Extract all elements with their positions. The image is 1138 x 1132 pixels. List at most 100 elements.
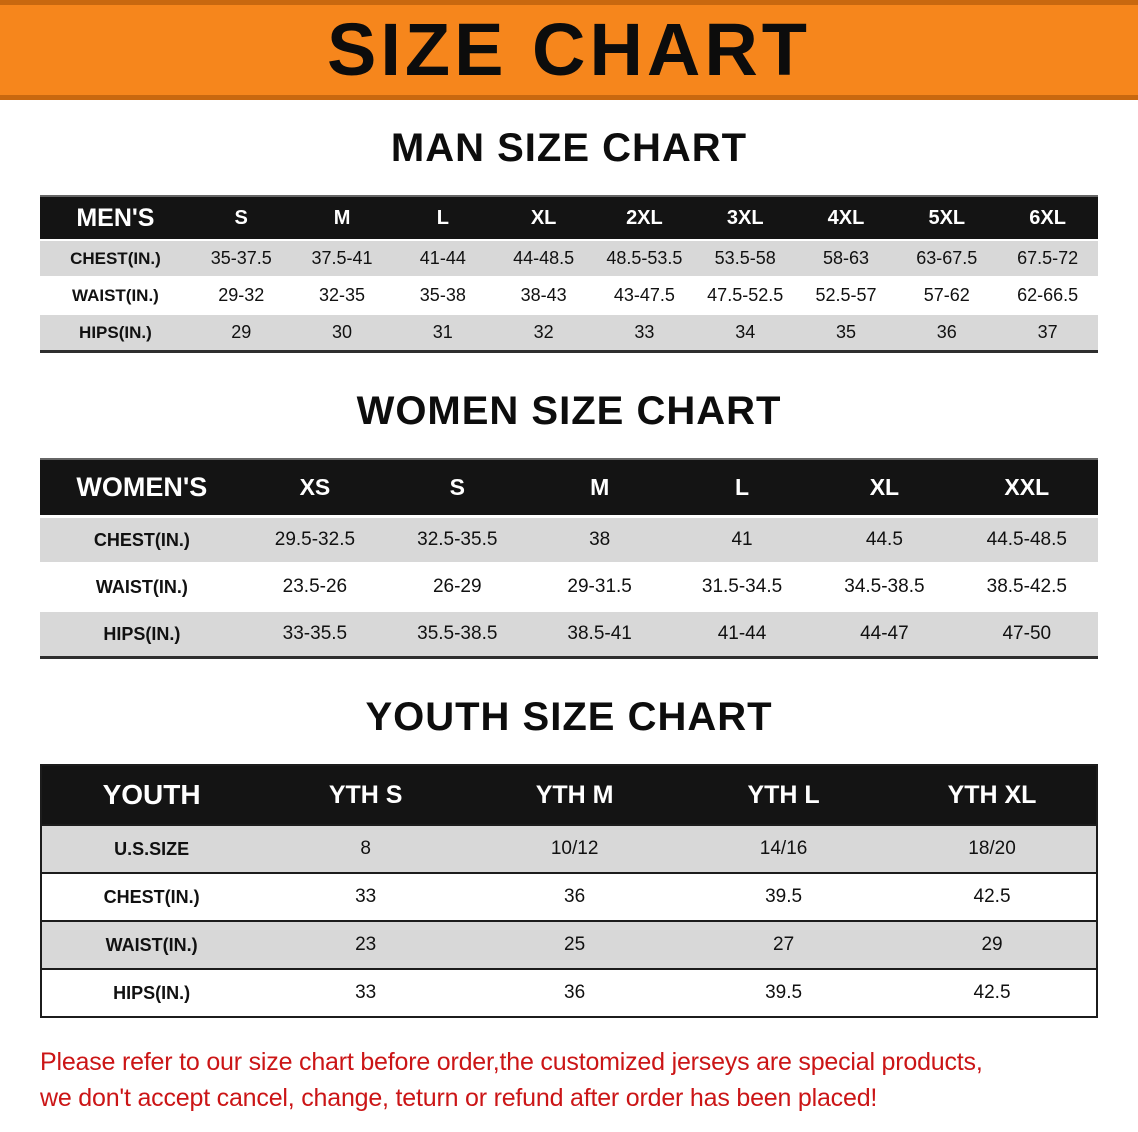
men-size-column-header: XL xyxy=(493,196,595,240)
women-section-heading: WOMEN SIZE CHART xyxy=(356,389,782,433)
size-value-cell: 25 xyxy=(564,934,586,955)
size-value-cell: 37 xyxy=(1037,322,1058,342)
youth-table-row: HIPS(IN.) 33 36 39.5 42.5 xyxy=(41,969,1097,1017)
youth-size-column-header: YTH M xyxy=(470,765,680,825)
size-value-cell: 35 xyxy=(835,322,857,342)
women-size-chart-section: WOMEN SIZE CHART WOMEN'S XS S M L XL XXL CHEST(I… xyxy=(0,389,1138,659)
men-size-column-header: L xyxy=(392,196,494,240)
size-value-cell: 44-48.5 xyxy=(513,248,575,268)
size-value-cell: 8 xyxy=(360,838,371,859)
men-size-column-header: 6XL xyxy=(997,196,1098,240)
notice-line-2: we don't accept cancel, change, teturn o… xyxy=(40,1084,878,1113)
size-value-cell: 48.5-53.5 xyxy=(606,248,683,268)
youth-size-table: YOUTH YTH S YTH M YTH L YTH XL U.S.SIZE 8 10/12… xyxy=(40,764,1098,1018)
women-table-row: HIPS(IN.) 33-35.5 35.5-38.5 38.5-41 41-44 44-… xyxy=(40,610,1098,658)
men-table-title-cell: MEN'S xyxy=(40,196,191,240)
men-size-column-header: 2XL xyxy=(594,196,695,240)
page-title: SIZE CHART xyxy=(327,8,811,91)
size-value-cell: 38.5-42.5 xyxy=(986,576,1067,597)
men-size-chart-section: MAN SIZE CHART MEN'S S M L XL 2XL 3XL 4XL 5XL 6XL C… xyxy=(0,126,1138,353)
size-value-cell: 63-67.5 xyxy=(916,248,978,268)
size-value-cell: 47.5-52.5 xyxy=(707,285,784,305)
size-value-cell: 23.5-26 xyxy=(282,576,348,597)
size-value-cell: 41-44 xyxy=(419,248,466,268)
size-value-cell: 29-31.5 xyxy=(567,576,632,597)
notice-line-1: Please refer to our size chart before or… xyxy=(40,1048,983,1076)
youth-section-heading: YOUTH SIZE CHART xyxy=(365,695,773,739)
size-value-cell: 42.5 xyxy=(973,886,1011,907)
order-notice: Please refer to our size chart before or… xyxy=(40,1044,1138,1117)
size-value-cell: 32 xyxy=(533,322,554,342)
men-table-row: HIPS(IN.) 29 30 31 32 33 34 35 36 37 xyxy=(40,314,1098,352)
size-value-cell: 36 xyxy=(564,886,586,907)
row-label-cell: CHEST(IN.) xyxy=(93,529,190,550)
men-size-column-header: S xyxy=(190,196,292,240)
size-value-cell: 57-62 xyxy=(923,285,970,305)
size-value-cell: 33 xyxy=(355,886,377,907)
size-value-cell: 47-50 xyxy=(1002,623,1052,644)
men-table-row: CHEST(IN.) 35-37.5 37.5-41 41-44 44-48.5 48.5… xyxy=(40,240,1098,277)
youth-table-row: WAIST(IN.) 23 25 27 29 xyxy=(41,921,1097,969)
women-size-column-header: S xyxy=(386,459,529,517)
size-value-cell: 29-32 xyxy=(218,285,265,305)
size-value-cell: 35.5-38.5 xyxy=(417,623,498,644)
women-size-column-header: XXL xyxy=(955,459,1098,517)
size-value-cell: 29 xyxy=(981,934,1003,955)
size-value-cell: 39.5 xyxy=(765,886,803,907)
row-label-cell: HIPS(IN.) xyxy=(113,982,191,1003)
size-value-cell: 33 xyxy=(634,322,655,342)
youth-table-row: CHEST(IN.) 33 36 39.5 42.5 xyxy=(41,873,1097,921)
size-value-cell: 34.5-38.5 xyxy=(844,576,925,597)
size-value-cell: 36 xyxy=(564,982,586,1003)
size-value-cell: 37.5-41 xyxy=(311,248,373,268)
youth-size-column-header: YTH L xyxy=(679,765,889,825)
men-size-column-header: M xyxy=(291,196,393,240)
size-value-cell: 44.5-48.5 xyxy=(986,529,1067,550)
men-section-heading: MAN SIZE CHART xyxy=(390,126,748,170)
size-value-cell: 34 xyxy=(735,322,756,342)
title-banner: SIZE CHART xyxy=(0,0,1138,100)
size-value-cell: 41-44 xyxy=(717,623,767,644)
size-value-cell: 67.5-72 xyxy=(1017,248,1079,268)
men-table-row: WAIST(IN.) 29-32 32-35 35-38 38-43 43-47.5 47.… xyxy=(40,277,1098,314)
size-value-cell: 30 xyxy=(332,322,353,342)
row-label-cell: HIPS(IN.) xyxy=(103,623,181,644)
row-label-cell: WAIST(IN.) xyxy=(95,576,188,597)
size-value-cell: 10/12 xyxy=(550,838,599,859)
size-value-cell: 14/16 xyxy=(759,838,808,859)
size-value-cell: 58-63 xyxy=(822,248,870,268)
size-value-cell: 62-66.5 xyxy=(1017,285,1079,305)
row-label-cell: WAIST(IN.) xyxy=(71,285,159,305)
size-value-cell: 27 xyxy=(773,934,795,955)
women-table-row: WAIST(IN.) 23.5-26 26-29 29-31.5 31.5-34.5 34… xyxy=(40,563,1098,611)
size-value-cell: 38-43 xyxy=(520,285,567,305)
men-size-column-header: 5XL xyxy=(896,196,998,240)
women-table-title-cell: WOMEN'S xyxy=(40,459,244,517)
size-value-cell: 29 xyxy=(231,322,252,342)
size-value-cell: 42.5 xyxy=(973,982,1011,1003)
size-value-cell: 26-29 xyxy=(432,576,482,597)
size-value-cell: 31 xyxy=(432,322,453,342)
size-value-cell: 32.5-35.5 xyxy=(417,529,498,550)
youth-size-chart-section: YOUTH SIZE CHART YOUTH YTH S YTH M YTH L YTH … xyxy=(0,695,1138,1018)
size-value-cell: 38 xyxy=(589,529,611,550)
men-size-column-header: 4XL xyxy=(795,196,897,240)
youth-size-column-header: YTH S xyxy=(261,765,471,825)
women-size-column-header: M xyxy=(528,459,671,517)
row-label-cell: CHEST(IN.) xyxy=(70,248,161,268)
size-value-cell: 44.5 xyxy=(865,529,903,550)
charts-container: MAN SIZE CHART MEN'S S M L XL 2XL 3XL 4XL 5XL 6XL C… xyxy=(0,126,1138,1018)
size-value-cell: 29.5-32.5 xyxy=(274,529,356,550)
youth-table-header-row: YOUTH YTH S YTH M YTH L YTH XL xyxy=(41,765,1097,825)
size-value-cell: 38.5-41 xyxy=(567,623,632,644)
size-value-cell: 39.5 xyxy=(765,982,803,1003)
women-size-column-header: XS xyxy=(243,459,387,517)
size-value-cell: 18/20 xyxy=(968,838,1016,859)
women-size-column-header: XL xyxy=(813,459,956,517)
size-value-cell: 43-47.5 xyxy=(613,285,675,305)
youth-table-row: U.S.SIZE 8 10/12 14/16 18/20 xyxy=(41,825,1097,873)
row-label-cell: HIPS(IN.) xyxy=(79,322,152,342)
size-value-cell: 31.5-34.5 xyxy=(701,576,783,597)
women-size-column-header: L xyxy=(670,459,814,517)
